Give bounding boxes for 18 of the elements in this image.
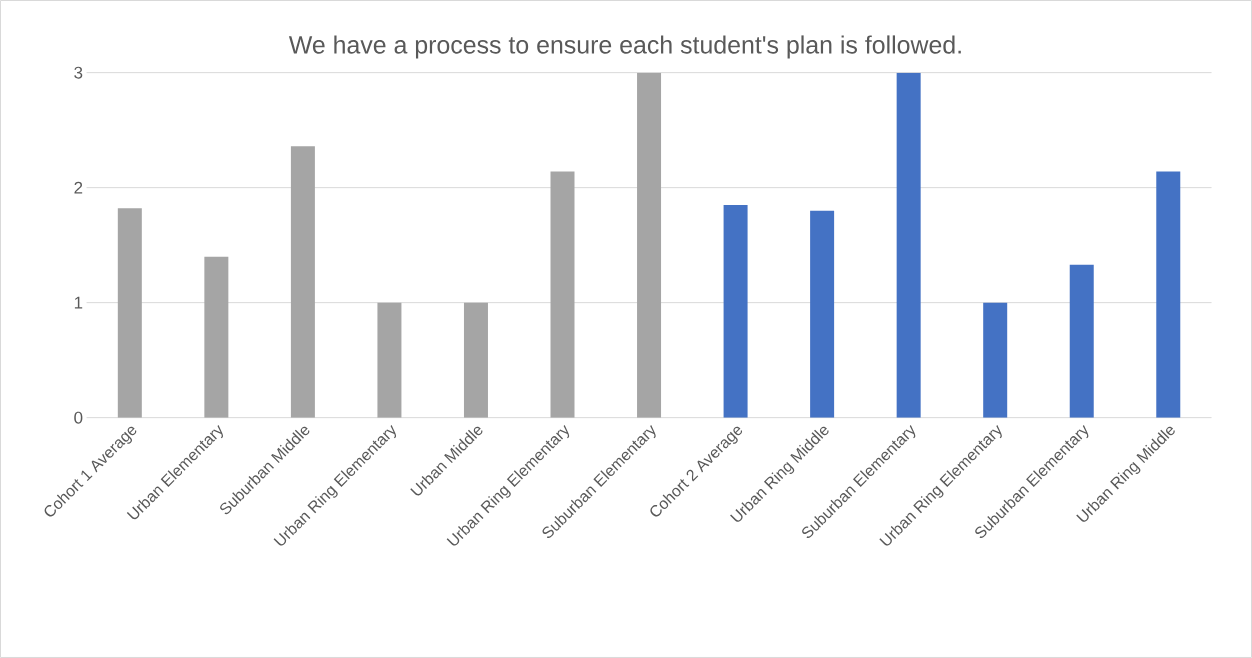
bar [377,302,402,418]
bar [463,302,488,418]
bar [637,72,662,418]
bar [1156,171,1181,418]
bar [290,146,315,418]
bar [117,208,142,418]
bar [810,210,835,418]
y-tick-label: 3 [74,66,83,79]
bar [550,171,575,418]
bar [896,72,921,418]
y-tick-label: 2 [74,181,83,194]
bar [723,204,748,418]
chart-title: We have a process to ensure each student's plan is followed. [288,35,961,59]
y-tick-label: 0 [74,411,83,424]
bar [204,256,229,418]
bar [1069,264,1094,418]
bar [983,302,1008,418]
y-tick-label: 1 [74,296,83,309]
